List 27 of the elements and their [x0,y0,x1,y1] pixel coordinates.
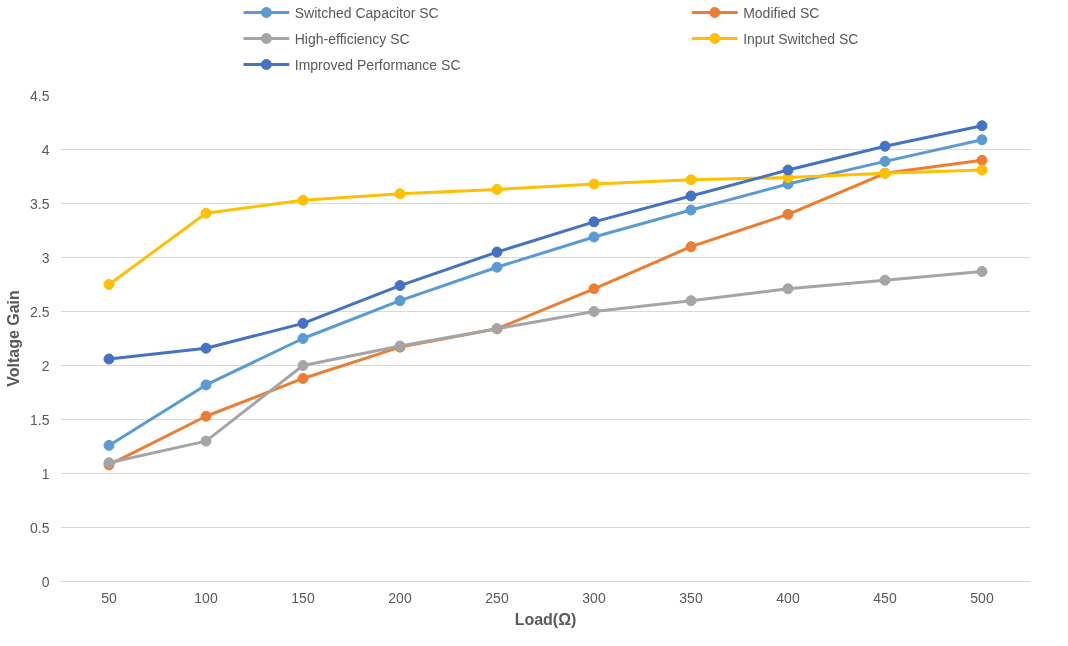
x-tick-label: 400 [776,589,800,606]
y-axis-title: Voltage Gain [5,290,23,387]
x-tick-label: 500 [970,589,994,606]
y-tick-label: 3.5 [30,195,50,212]
x-tick-label: 50 [101,589,117,606]
x-tick-label: 250 [485,589,509,606]
legend-label: Switched Capacitor SC [294,4,439,21]
y-tick-label: 1 [41,465,50,482]
legend-label: Modified SC [743,4,820,21]
y-tick-label: 4.5 [30,87,50,104]
legend-label: Improved Performance SC [294,56,461,73]
x-tick-label: 350 [679,589,703,606]
y-tick-label: 4 [41,141,50,158]
y-tick-label: 2.5 [30,303,50,320]
x-tick-label: 200 [388,589,412,606]
y-tick-label: 0 [41,573,50,590]
x-axis-title: Load(Ω) [514,610,577,628]
y-tick-label: 2 [41,357,50,374]
x-tick-label: 450 [873,589,897,606]
x-tick-label: 150 [291,589,315,606]
y-tick-label: 3 [41,249,50,266]
x-tick-label: 300 [582,589,606,606]
y-tick-label: 1.5 [30,411,50,428]
legend-label: High-efficiency SC [294,30,410,47]
y-tick-label: 0.5 [30,519,50,536]
x-tick-label: 100 [194,589,218,606]
legend-label: Input Switched SC [743,30,859,47]
